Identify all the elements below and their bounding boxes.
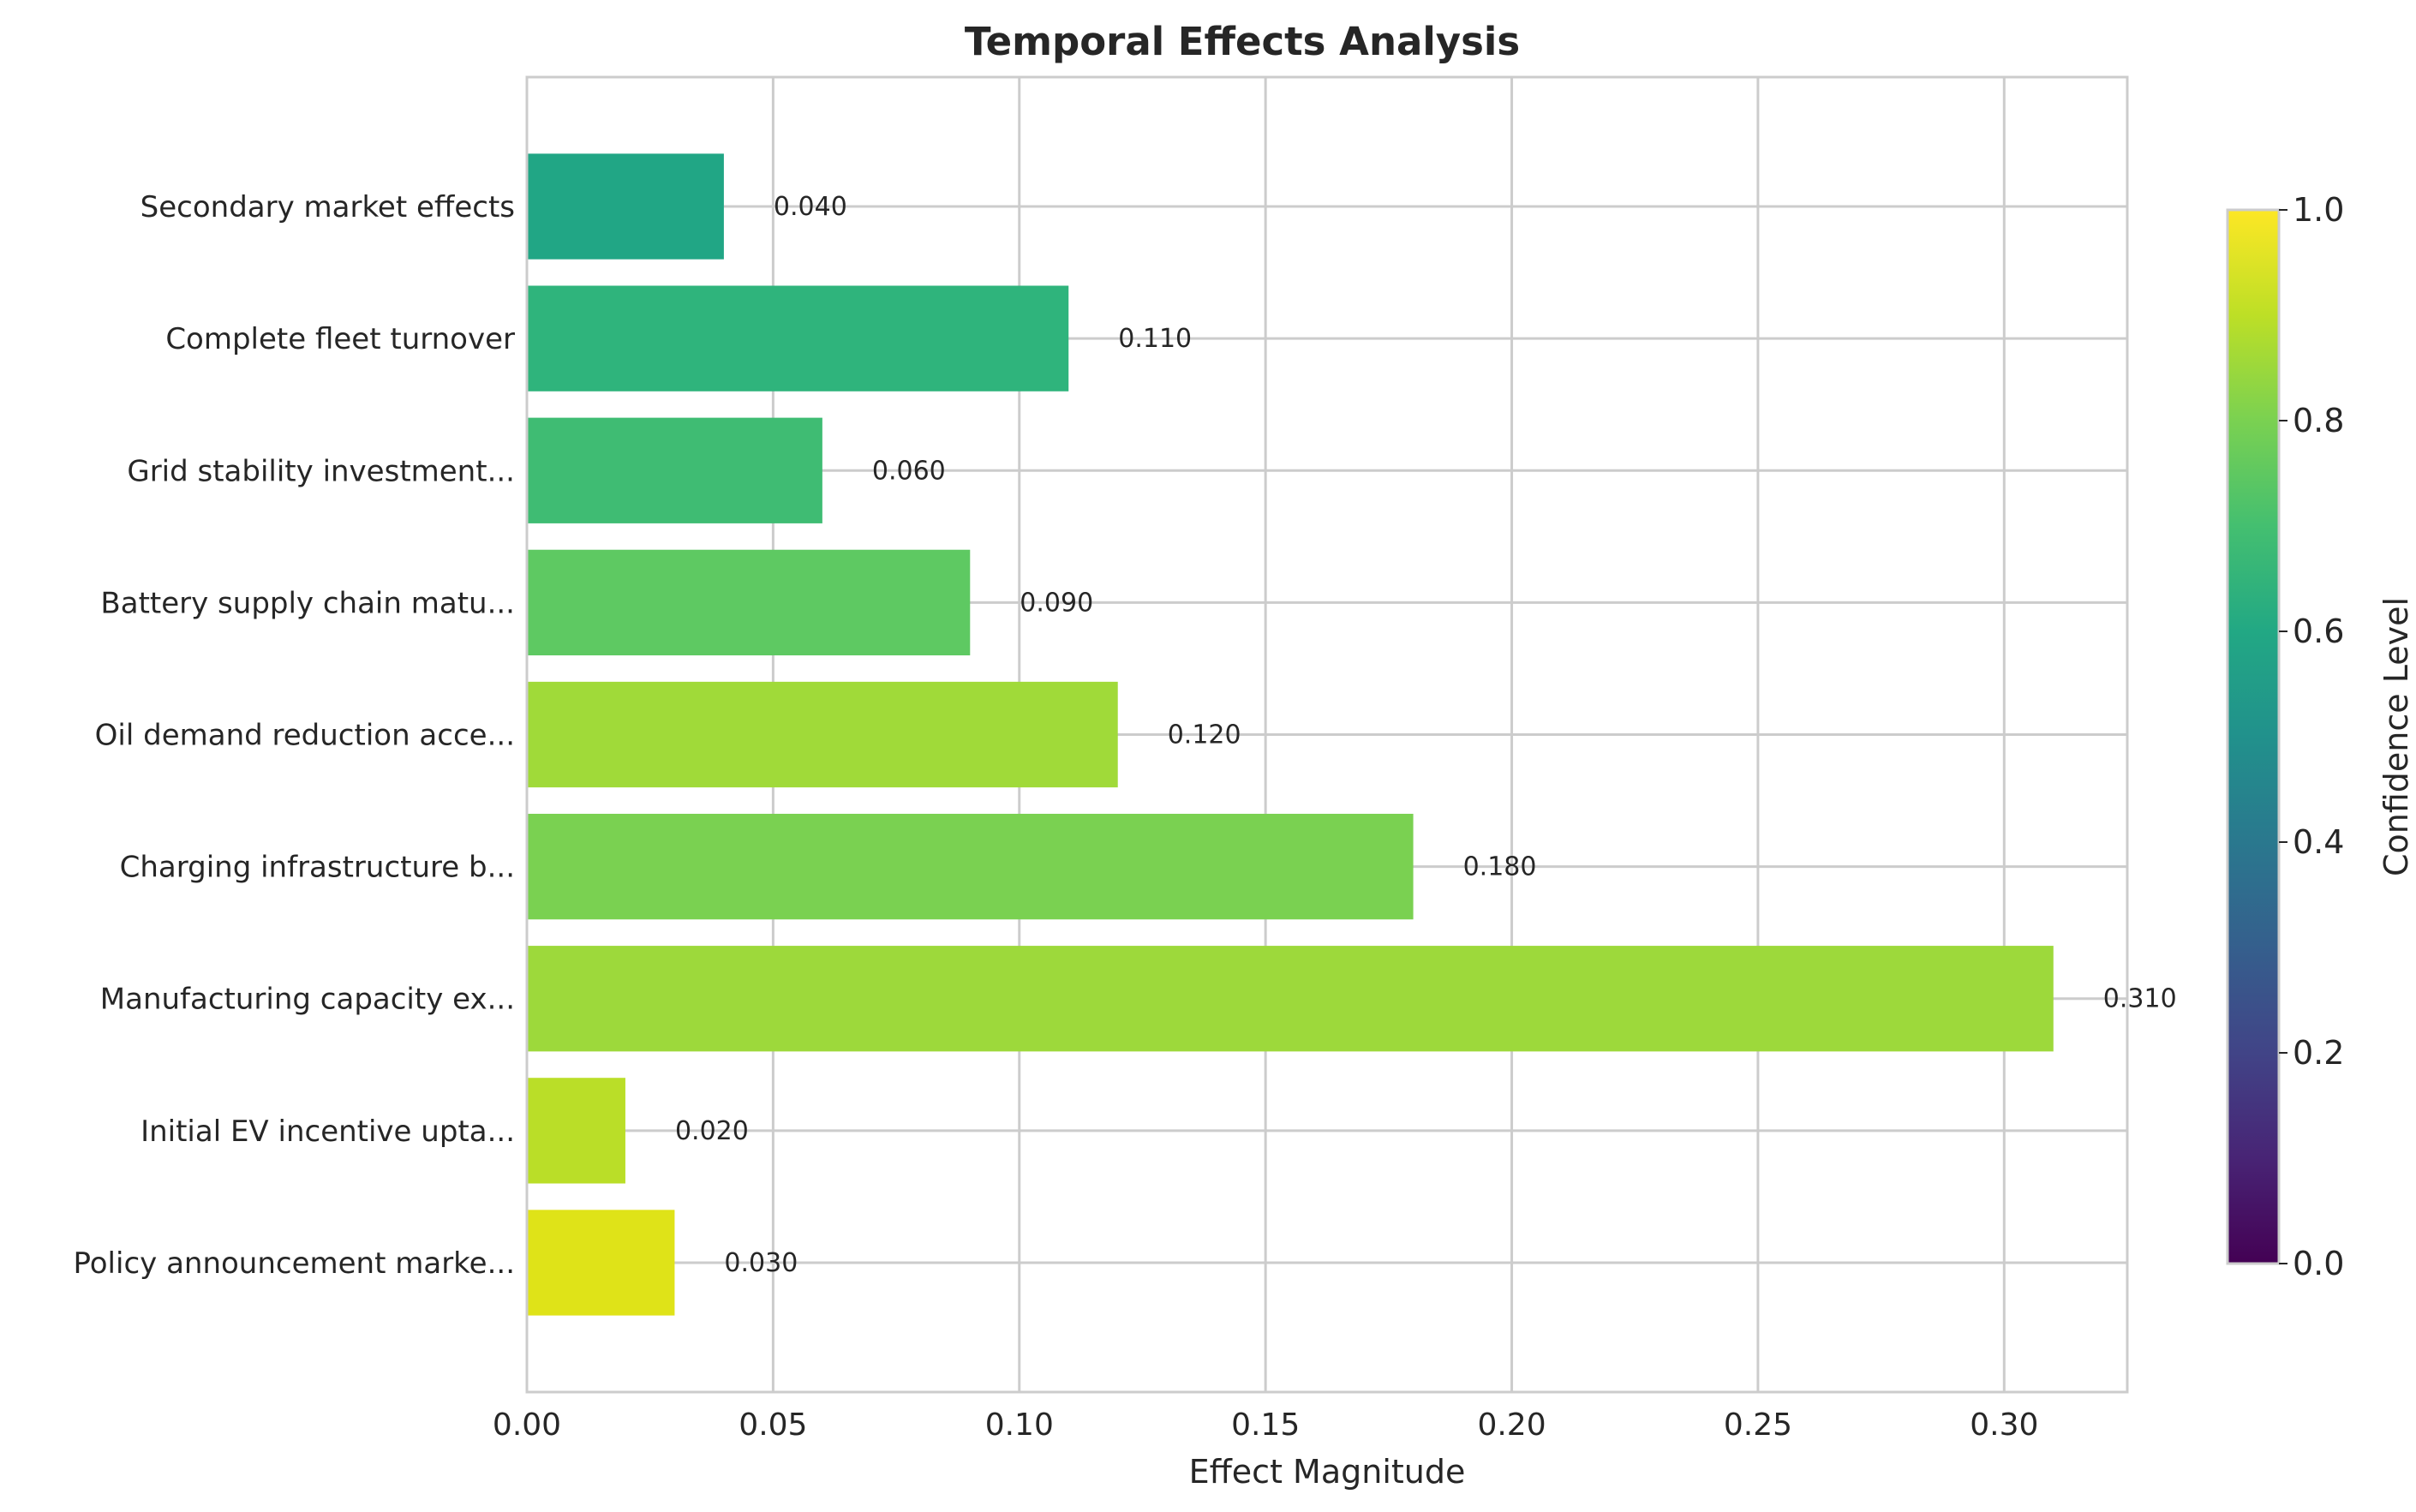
data-label: 0.180 [1463, 852, 1537, 882]
bar [527, 285, 1069, 391]
category-label: Grid stability investment... [127, 454, 515, 488]
colorbar: 0.0 0.2 0.4 0.6 0.8 1.0 Confidence Level [2226, 191, 2415, 1282]
data-label: 0.110 [1118, 324, 1192, 354]
x-axis-ticks: 0.00 0.05 0.10 0.15 0.20 0.25 0.30 [493, 1407, 2038, 1443]
x-tick-label: 0.20 [1477, 1407, 1546, 1443]
category-label: Battery supply chain matu... [100, 586, 515, 620]
bar [527, 946, 2054, 1052]
x-tick-label: 0.00 [493, 1407, 561, 1443]
category-label: Initial EV incentive upta... [141, 1115, 515, 1149]
x-tick-label: 0.15 [1231, 1407, 1300, 1443]
data-label: 0.030 [724, 1248, 798, 1278]
colorbar-tick-label: 0.6 [2293, 613, 2344, 650]
category-label: Charging infrastructure b... [120, 851, 515, 885]
category-label: Secondary market effects [141, 190, 515, 224]
category-label: Complete fleet turnover [165, 322, 515, 356]
x-tick-label: 0.05 [739, 1407, 807, 1443]
colorbar-gradient [2226, 208, 2281, 1265]
data-label: 0.120 [1168, 720, 1241, 750]
plot-frame [525, 75, 2129, 1394]
colorbar-tick-label: 0.2 [2293, 1034, 2344, 1072]
bar [527, 681, 1118, 788]
bar [527, 153, 724, 260]
data-label: 0.310 [2103, 984, 2177, 1014]
colorbar-tick-label: 0.8 [2293, 402, 2344, 439]
colorbar-tick-label: 0.4 [2293, 823, 2344, 861]
x-tick-label: 0.10 [985, 1407, 1054, 1443]
value-labels: 0.030 0.020 0.310 0.180 0.120 0.090 0.060 0.110… [675, 192, 2177, 1278]
data-label: 0.090 [1020, 588, 1093, 618]
data-label: 0.020 [675, 1116, 749, 1146]
category-labels: Policy announcement marke... Initial EV i… [73, 190, 515, 1281]
colorbar-tick-label: 0.0 [2293, 1245, 2344, 1282]
colorbar-ticks: 0.0 0.2 0.4 0.6 0.8 1.0 [2279, 191, 2344, 1282]
category-label: Oil demand reduction acce... [95, 719, 515, 753]
bar [527, 813, 1414, 920]
chart-title: Temporal Effects Analysis [965, 19, 1520, 64]
x-axis-label: Effect Magnitude [1189, 1453, 1466, 1491]
bars [527, 153, 2054, 1316]
category-label: Policy announcement marke... [73, 1246, 515, 1281]
category-label: Manufacturing capacity ex... [100, 983, 515, 1017]
data-label: 0.040 [774, 192, 847, 222]
bar [527, 1078, 625, 1184]
colorbar-label: Confidence Level [2377, 597, 2415, 876]
bar [527, 417, 822, 523]
x-tick-label: 0.25 [1724, 1407, 1792, 1443]
data-label: 0.060 [872, 456, 946, 486]
bar [527, 1210, 675, 1316]
x-tick-label: 0.30 [1970, 1407, 2038, 1443]
colorbar-tick-label: 1.0 [2293, 191, 2344, 229]
bar [527, 549, 971, 656]
